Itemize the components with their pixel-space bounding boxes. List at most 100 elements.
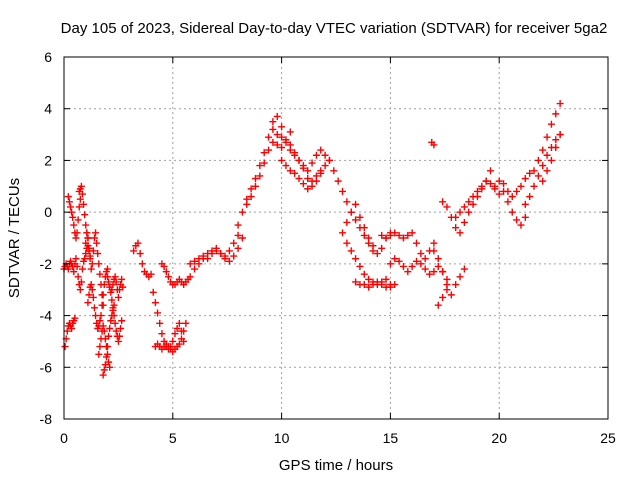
data-point [180, 327, 188, 335]
data-point [104, 273, 112, 281]
data-point [391, 229, 399, 237]
data-point [382, 275, 390, 283]
data-point [434, 301, 442, 309]
data-point [413, 257, 421, 265]
data-point [85, 244, 93, 252]
data-point [251, 175, 259, 183]
data-point [238, 234, 246, 242]
data-point [136, 250, 144, 258]
data-point [73, 262, 81, 270]
data-point [539, 162, 547, 170]
data-point [495, 177, 503, 185]
data-point [539, 177, 547, 185]
data-point [73, 229, 81, 237]
axis-ticks [63, 56, 609, 420]
data-point [265, 133, 273, 141]
data-point [430, 268, 438, 276]
data-point [87, 265, 95, 273]
data-point [360, 270, 368, 278]
data-point [439, 293, 447, 301]
data-point [439, 268, 447, 276]
data-point [356, 262, 364, 270]
series-track-c [64, 193, 84, 242]
data-point [343, 239, 351, 247]
data-point [247, 185, 255, 193]
data-point [99, 371, 107, 379]
data-point [134, 239, 142, 247]
data-point [378, 244, 386, 252]
data-point [234, 244, 242, 252]
data-point [295, 156, 303, 164]
series-track-r [243, 128, 294, 208]
data-point [365, 275, 373, 283]
data-point [386, 231, 394, 239]
data-point [443, 286, 451, 294]
data-point [391, 255, 399, 263]
data-point [118, 275, 126, 283]
series-track-ak [539, 131, 564, 185]
data-point [70, 268, 78, 276]
data-point [299, 164, 307, 172]
data-point [443, 203, 451, 211]
data-point [147, 270, 155, 278]
data-point [552, 136, 560, 144]
data-point [221, 255, 229, 263]
data-point [299, 180, 307, 188]
data-points [60, 100, 564, 379]
data-point [404, 268, 412, 276]
data-point [191, 257, 199, 265]
data-point [64, 193, 72, 201]
data-point [378, 281, 386, 289]
data-point [360, 281, 368, 289]
data-point [334, 177, 342, 185]
x-tick-label: 0 [60, 430, 68, 446]
data-point [408, 262, 416, 270]
y-tick-label: 4 [44, 101, 52, 117]
data-point [278, 156, 286, 164]
data-point [92, 229, 100, 237]
data-point [154, 309, 162, 317]
data-point [238, 208, 246, 216]
data-point [70, 221, 78, 229]
data-point [273, 131, 281, 139]
data-point [173, 325, 181, 332]
data-point [304, 185, 312, 193]
series-track-u [286, 141, 333, 190]
data-point [312, 151, 320, 159]
data-point [282, 138, 290, 146]
data-point [269, 118, 277, 126]
data-point [521, 213, 529, 221]
data-point [273, 112, 281, 120]
data-point [169, 337, 177, 345]
data-point [182, 319, 190, 327]
data-point [78, 265, 86, 273]
data-point [86, 255, 94, 263]
series-track-v [325, 156, 377, 255]
data-point [534, 172, 542, 180]
data-point [460, 218, 468, 226]
data-point [469, 193, 477, 201]
data-point [291, 149, 299, 157]
data-point [456, 273, 464, 281]
data-point [495, 190, 503, 198]
data-point [114, 337, 122, 345]
data-point [162, 268, 170, 276]
data-point [500, 180, 508, 188]
data-point [106, 363, 114, 371]
data-point [105, 358, 113, 366]
series-track-j [108, 296, 126, 345]
data-point [204, 250, 212, 258]
data-point [343, 198, 351, 206]
data-point [95, 350, 103, 358]
data-point [104, 350, 112, 358]
chart-title: Day 105 of 2023, Sidereal Day-to-day VTE… [61, 20, 608, 37]
data-point [77, 182, 85, 190]
data-point [156, 319, 164, 327]
data-point [93, 239, 101, 247]
data-point [97, 312, 105, 320]
data-point [82, 221, 90, 229]
data-point [534, 156, 542, 164]
data-point [295, 175, 303, 183]
data-point [456, 208, 464, 216]
